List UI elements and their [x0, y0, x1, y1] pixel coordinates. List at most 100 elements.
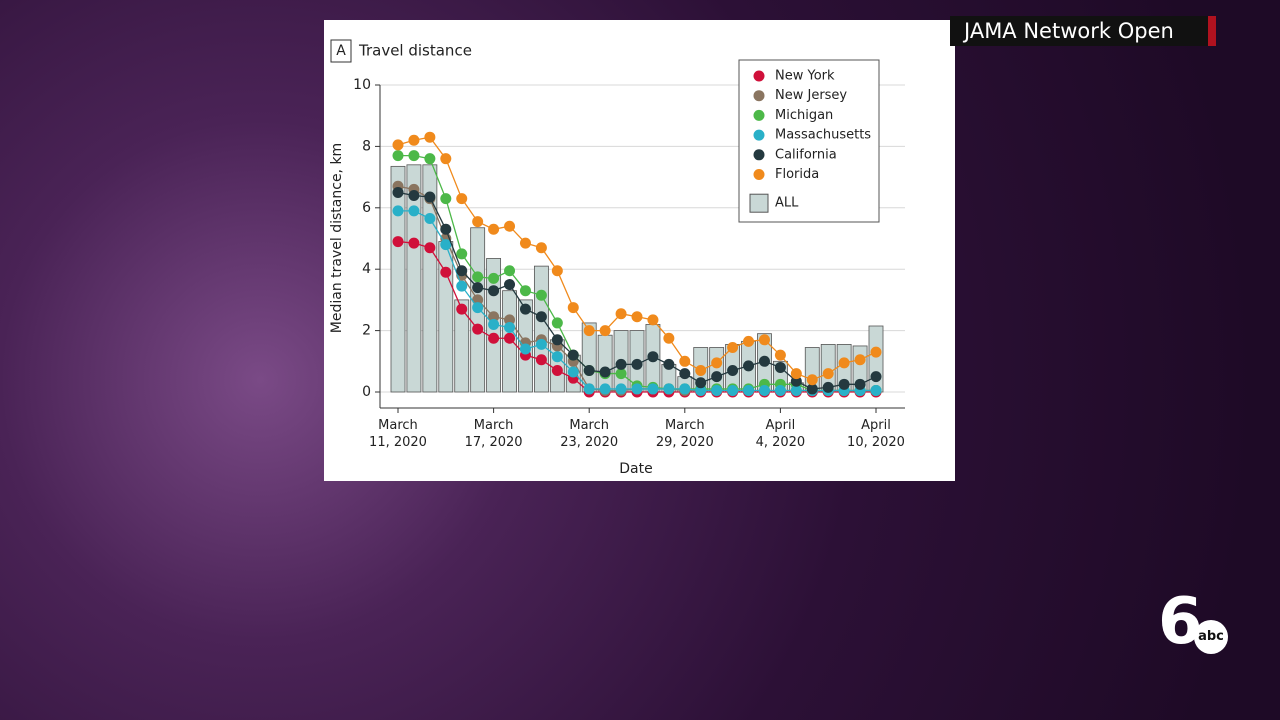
data-point [583, 365, 595, 377]
station-logo: 6 abc [1158, 590, 1228, 654]
panel-label: A [336, 43, 346, 59]
data-point [774, 349, 786, 361]
data-point [615, 383, 627, 395]
x-tick-label: March 29, 2020 [655, 418, 714, 450]
x-tick-label: March 11, 2020 [369, 418, 427, 450]
data-point [424, 242, 436, 254]
legend-label: ALL [775, 196, 799, 211]
data-point [456, 193, 468, 205]
data-point [727, 365, 739, 377]
data-point [488, 311, 500, 323]
data-point [472, 282, 484, 294]
data-point [488, 318, 500, 330]
data-point [392, 236, 404, 248]
data-point [408, 190, 420, 202]
data-point [615, 308, 627, 320]
data-point [488, 223, 500, 235]
legend-label: New Jersey [775, 88, 847, 103]
data-point [535, 338, 547, 350]
data-point [504, 265, 516, 277]
data-point [711, 371, 723, 383]
data-point [822, 368, 834, 380]
x-tick-label: April 4, 2020 [755, 418, 806, 450]
data-point [551, 351, 563, 363]
data-point [424, 191, 436, 203]
data-point [535, 311, 547, 323]
data-point [599, 325, 611, 337]
data-point [440, 239, 452, 251]
data-point [679, 368, 691, 380]
data-point [488, 272, 500, 284]
data-point [790, 375, 802, 387]
y-tick-label: 10 [353, 77, 371, 93]
data-point [758, 384, 770, 396]
legend-label: New York [775, 69, 835, 84]
data-point [408, 205, 420, 217]
data-point [854, 378, 866, 390]
data-point [440, 193, 452, 205]
legend-marker [753, 109, 765, 121]
y-tick-label: 0 [362, 384, 371, 400]
data-point [392, 150, 404, 162]
data-point [488, 285, 500, 297]
data-point [758, 334, 770, 346]
legend-label: Massachusetts [775, 128, 871, 143]
data-point [567, 349, 579, 361]
data-point [456, 265, 468, 277]
data-point [551, 365, 563, 377]
panel-label-box [330, 39, 352, 63]
data-point [488, 332, 500, 344]
data-point [870, 384, 882, 396]
data-point [504, 322, 516, 334]
source-banner: JAMA Network Open [950, 16, 1216, 46]
data-point [711, 357, 723, 369]
logo-text: abc [1194, 620, 1228, 654]
data-point [519, 343, 531, 355]
data-point [567, 302, 579, 314]
data-point [504, 220, 516, 232]
x-tick-label: March 23, 2020 [560, 418, 619, 450]
data-point [392, 186, 404, 198]
legend-marker [753, 90, 765, 102]
data-point [472, 271, 484, 283]
data-point [599, 366, 611, 378]
legend-marker [753, 169, 765, 180]
data-point [695, 377, 707, 389]
data-point [743, 360, 755, 372]
data-point [727, 384, 739, 396]
data-point [647, 383, 659, 395]
data-point [472, 302, 484, 314]
data-point [504, 332, 516, 344]
data-point [599, 383, 611, 395]
data-point [615, 358, 627, 370]
y-tick-label: 4 [362, 261, 371, 277]
data-point [519, 237, 531, 249]
data-point [774, 361, 786, 373]
data-point [551, 317, 563, 329]
data-point [790, 384, 802, 396]
data-point [615, 368, 627, 380]
data-point [504, 279, 516, 291]
data-point [631, 311, 643, 323]
data-point [854, 354, 866, 366]
data-point [392, 139, 404, 151]
data-point [774, 384, 786, 396]
legend-marker [753, 70, 765, 82]
data-point [870, 346, 882, 358]
x-tick-label: March 17, 2020 [464, 418, 523, 450]
x-axis-title: Date [619, 461, 652, 477]
data-point [583, 325, 595, 337]
data-point [472, 323, 484, 335]
data-point [790, 368, 802, 380]
data-point [424, 213, 436, 225]
data-point [631, 383, 643, 395]
data-point [743, 335, 755, 347]
data-point [440, 266, 452, 278]
data-point [535, 354, 547, 366]
data-point [806, 374, 818, 386]
data-point [535, 289, 547, 301]
legend-label: Michigan [775, 108, 833, 123]
data-point [456, 303, 468, 315]
